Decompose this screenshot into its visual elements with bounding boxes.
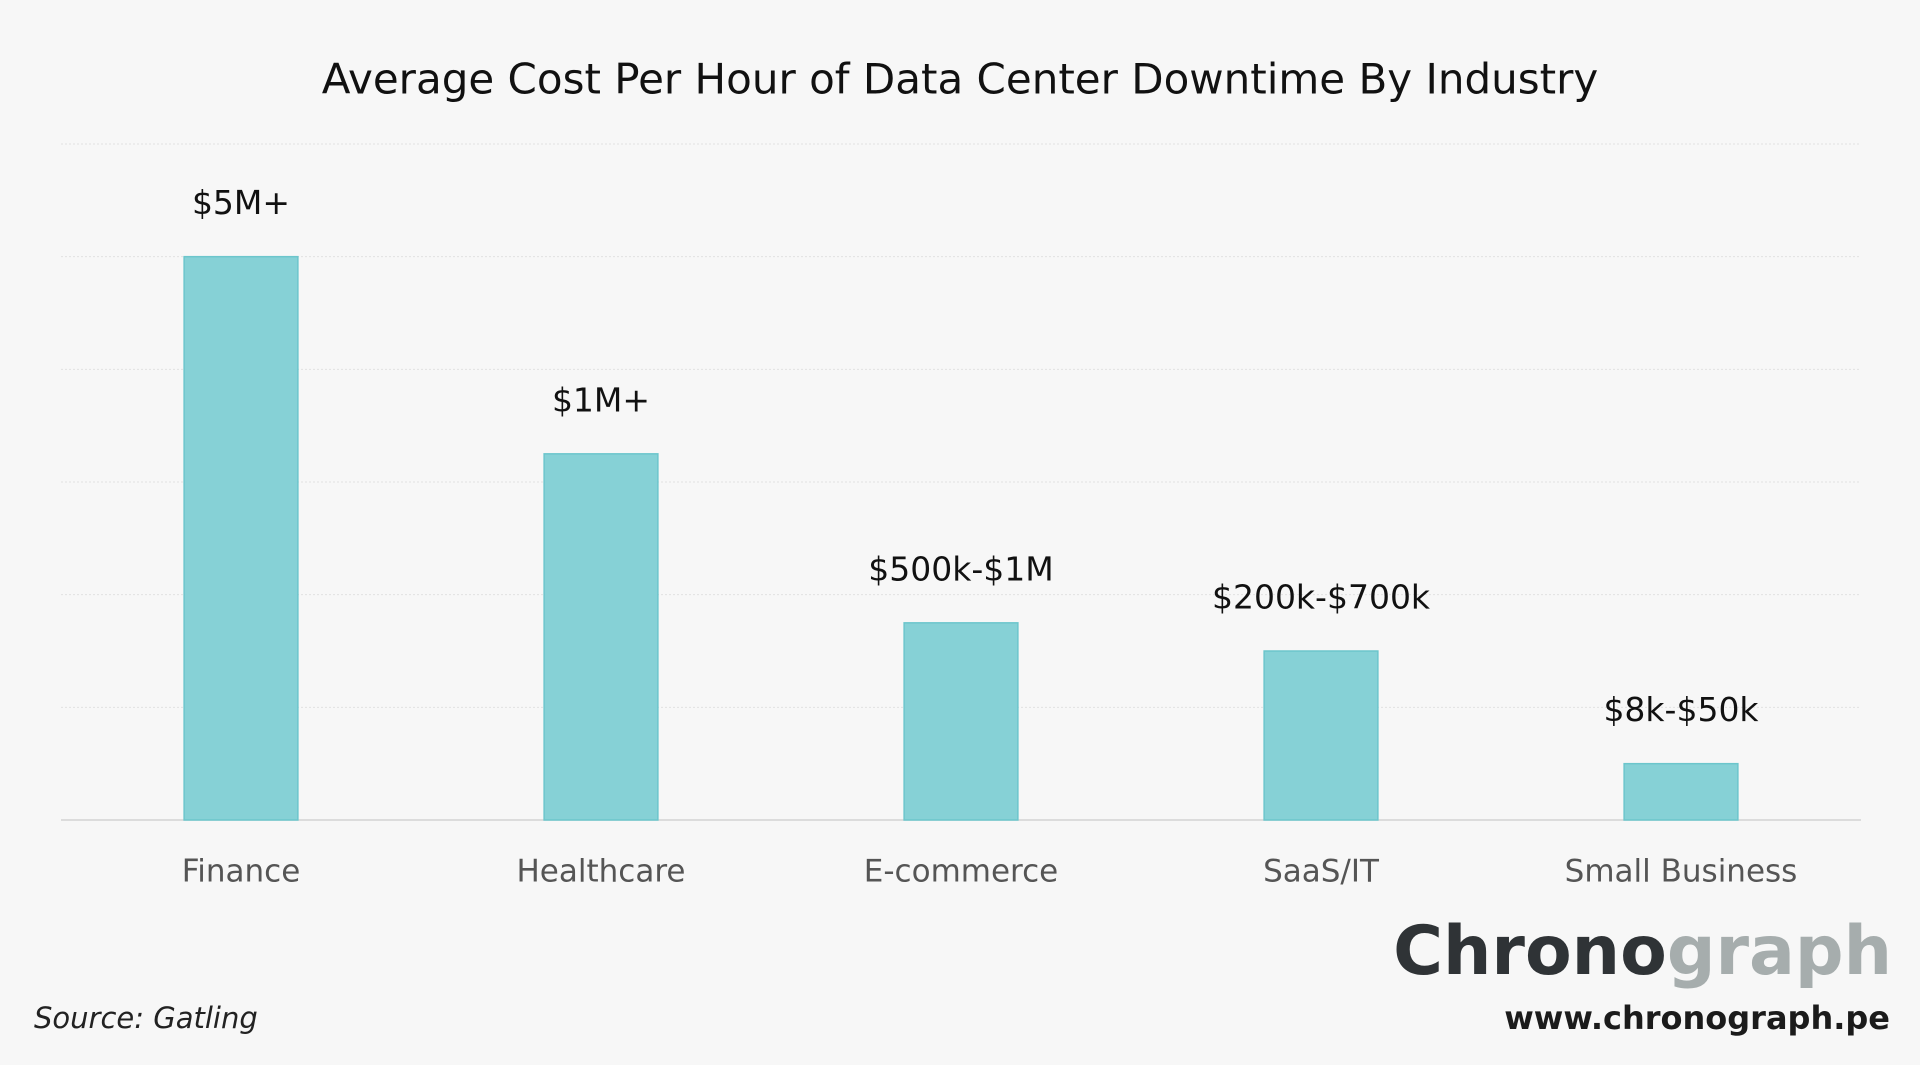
bar	[903, 622, 1019, 821]
bar	[183, 255, 299, 821]
bar	[1263, 650, 1379, 821]
x-tick-label: Finance	[182, 854, 301, 890]
brand-logo: Chronograph	[1393, 912, 1892, 991]
source: Source: Gatling	[34, 1001, 258, 1035]
brand-light: graph	[1667, 912, 1892, 991]
x-tick-label: Small Business	[1565, 854, 1798, 890]
bar	[543, 453, 659, 821]
x-tick-label: Healthcare	[517, 854, 686, 890]
x-tick-label: SaaS/IT	[1263, 854, 1380, 890]
bar	[1623, 762, 1739, 821]
value-label: $200k-$700k	[1212, 578, 1431, 617]
chart-title: Average Cost Per Hour of Data Center Dow…	[322, 55, 1599, 104]
value-label: $1M+	[552, 380, 650, 419]
value-label: $8k-$50k	[1603, 690, 1759, 729]
value-label: $5M+	[192, 183, 290, 222]
brand-dark: Chrono	[1393, 912, 1667, 991]
brand-url: www.chronograph.pe	[1504, 999, 1890, 1037]
x-tick-label: E-commerce	[864, 854, 1058, 890]
value-label: $500k-$1M	[868, 549, 1053, 588]
